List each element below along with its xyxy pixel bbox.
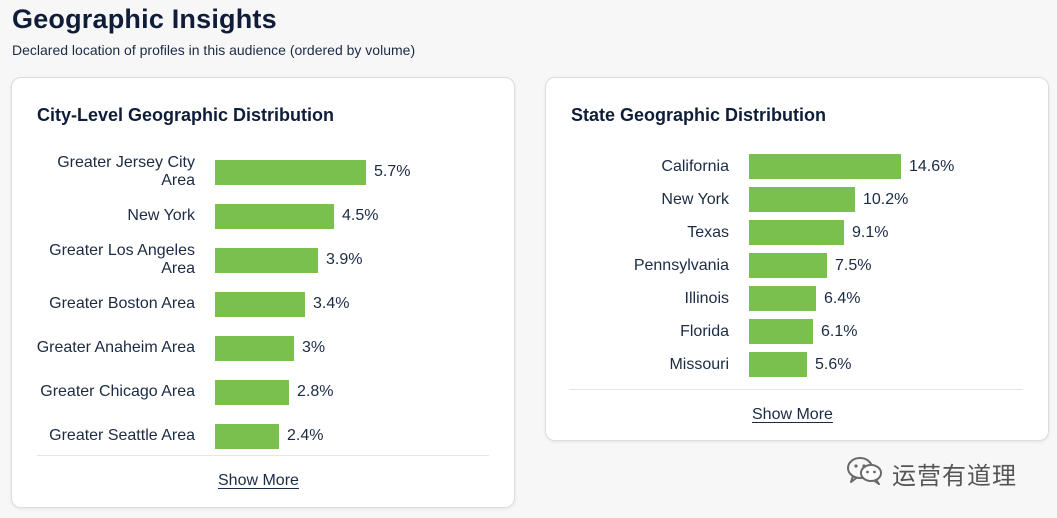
bar-row: Greater Seattle Area 2.4%: [12, 414, 514, 458]
bar-value-label: 2.4%: [287, 427, 324, 444]
bar-category-label: Pennsylvania: [633, 256, 729, 274]
bar: [749, 187, 855, 212]
watermark-text: 运营有道理: [892, 462, 1017, 490]
bar-value-label: 14.6%: [909, 157, 955, 175]
bar-row: Texas 9.1%: [546, 216, 1048, 249]
state-card-divider: [569, 389, 1023, 390]
bar: [215, 335, 294, 361]
bar-category-label: Greater Boston Area: [49, 295, 195, 312]
bar-value-label: 2.8%: [297, 383, 334, 400]
bar: [215, 159, 366, 185]
bar-value-label: 10.2%: [863, 190, 909, 208]
bar: [215, 423, 279, 449]
bar-row: California 14.6%: [546, 150, 1048, 183]
bar-value-label: 6.4%: [824, 289, 861, 307]
state-card-title: State Geographic Distribution: [571, 105, 827, 125]
bar: [749, 319, 813, 344]
page-title: Geographic Insights: [12, 4, 277, 34]
bar: [215, 291, 305, 317]
bar: [749, 220, 844, 245]
wechat-icon: [846, 456, 884, 491]
bar-row: Greater Chicago Area 2.8%: [12, 370, 514, 414]
bar-row: Greater Jersey City Area 5.7%: [12, 150, 514, 194]
bar: [749, 352, 807, 377]
state-distribution-card: State Geographic Distribution California…: [545, 77, 1049, 441]
city-card-title: City-Level Geographic Distribution: [37, 105, 335, 125]
page-subtitle: Declared location of profiles in this au…: [12, 42, 416, 58]
bar: [749, 286, 816, 311]
bar-row: Greater Los Angeles Area 3.9%: [12, 238, 514, 282]
bar: [215, 247, 318, 273]
bar-value-label: 3.4%: [313, 295, 350, 312]
bar-category-label: New York: [127, 207, 195, 224]
bar-row: Pennsylvania 7.5%: [546, 249, 1048, 282]
bar-value-label: 5.7%: [374, 163, 411, 180]
bar-row: Greater Boston Area 3.4%: [12, 282, 514, 326]
bar-row: Florida 6.1%: [546, 315, 1048, 348]
bar: [749, 154, 901, 179]
bar-category-label: Texas: [687, 223, 729, 241]
bar-value-label: 3%: [302, 339, 326, 356]
bar-row: Missouri 5.6%: [546, 348, 1048, 381]
bar-category-label: Illinois: [684, 289, 729, 307]
watermark: 运营有道理: [846, 456, 1017, 491]
bar-value-label: 6.1%: [821, 322, 858, 340]
bar-row: Greater Anaheim Area 3%: [12, 326, 514, 370]
bar-category-label: Greater Seattle Area: [49, 427, 195, 444]
bar-row: New York 4.5%: [12, 194, 514, 238]
bar-category-label: Greater Anaheim Area: [36, 339, 195, 356]
city-distribution-card: City-Level Geographic Distribution Great…: [11, 77, 515, 508]
bar: [749, 253, 827, 278]
bar-category-label: Greater Los Angeles Area: [49, 242, 195, 277]
bar-row: New York 10.2%: [546, 183, 1048, 216]
bar-category-label: New York: [661, 190, 729, 208]
bar-category-label: Missouri: [669, 355, 729, 373]
bar-category-label: Greater Jersey City Area: [57, 154, 195, 189]
bar-value-label: 5.6%: [815, 355, 852, 373]
city-card-divider: [37, 455, 489, 456]
bar: [215, 203, 334, 229]
bar-value-label: 7.5%: [835, 256, 872, 274]
bar-category-label: Florida: [680, 322, 729, 340]
bar-value-label: 9.1%: [852, 223, 889, 241]
state-show-more-link[interactable]: Show More: [752, 406, 833, 423]
bar-value-label: 4.5%: [342, 207, 379, 224]
bar: [215, 379, 289, 405]
city-show-more-link[interactable]: Show More: [218, 472, 299, 489]
bar-row: Illinois 6.4%: [546, 282, 1048, 315]
bar-category-label: California: [661, 157, 729, 175]
bar-category-label: Greater Chicago Area: [40, 383, 195, 400]
bar-value-label: 3.9%: [326, 251, 363, 268]
